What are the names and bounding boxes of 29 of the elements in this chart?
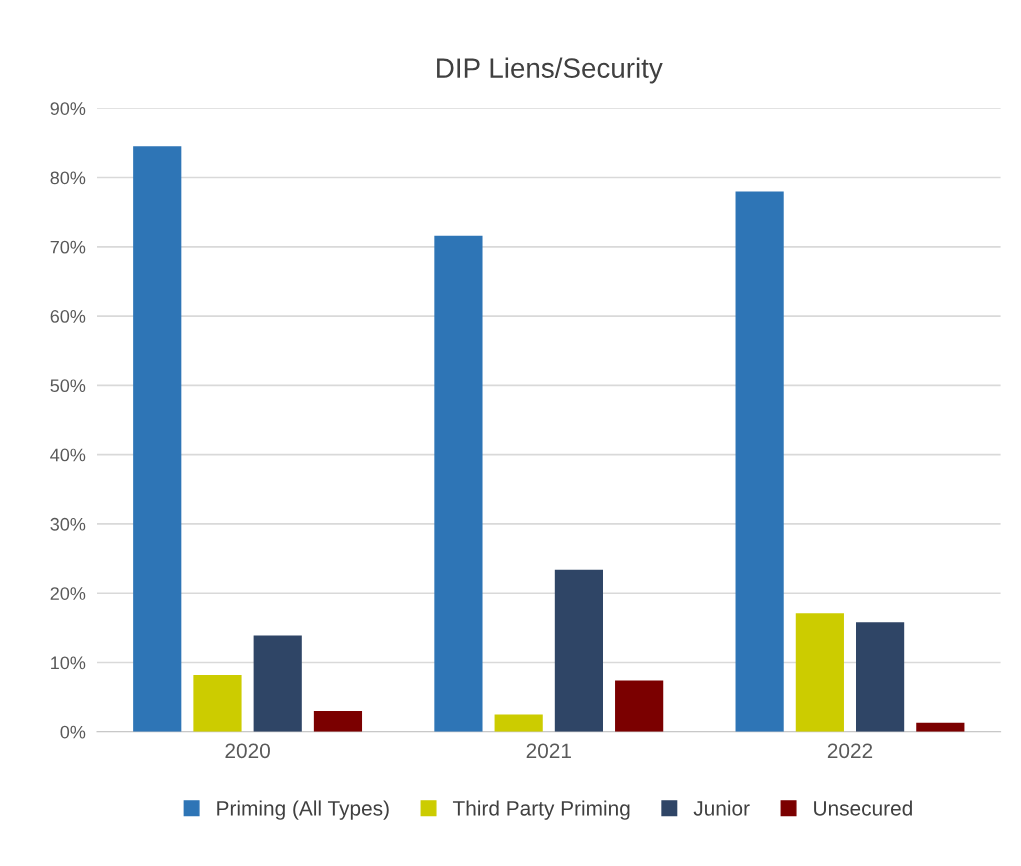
legend-label: Unsecured bbox=[814, 800, 912, 816]
bar bbox=[253, 635, 302, 732]
x-tick-label: 2021 bbox=[526, 743, 571, 759]
chart-title: DIP Liens/Security bbox=[437, 57, 663, 84]
bar bbox=[193, 674, 242, 732]
bar bbox=[735, 191, 784, 732]
legend-label: Third Party Priming bbox=[452, 800, 630, 820]
bar bbox=[313, 710, 363, 732]
bar bbox=[856, 622, 905, 732]
y-tick-label: 10% bbox=[51, 656, 86, 670]
bar bbox=[434, 235, 483, 732]
bar bbox=[615, 680, 664, 732]
y-tick-label: 80% bbox=[50, 171, 86, 185]
y-tick-label: 50% bbox=[50, 379, 86, 393]
x-tick-label: 2022 bbox=[827, 743, 873, 759]
bar bbox=[133, 146, 182, 732]
y-tick-label: 70% bbox=[50, 240, 86, 254]
y-tick-label: 0% bbox=[60, 725, 86, 739]
legend-label: Junior bbox=[693, 800, 750, 816]
y-tick-label: 40% bbox=[50, 448, 86, 462]
y-tick-label: 20% bbox=[50, 587, 86, 600]
y-tick-label: 30% bbox=[50, 517, 86, 531]
y-tick-label: 60% bbox=[50, 310, 86, 323]
bar bbox=[795, 613, 844, 732]
bar bbox=[494, 714, 543, 732]
x-tick-label: 2020 bbox=[225, 743, 270, 759]
bar bbox=[554, 569, 603, 732]
y-tick-label: 90% bbox=[50, 102, 86, 115]
legend-label: Priming (All Types) bbox=[217, 800, 389, 820]
